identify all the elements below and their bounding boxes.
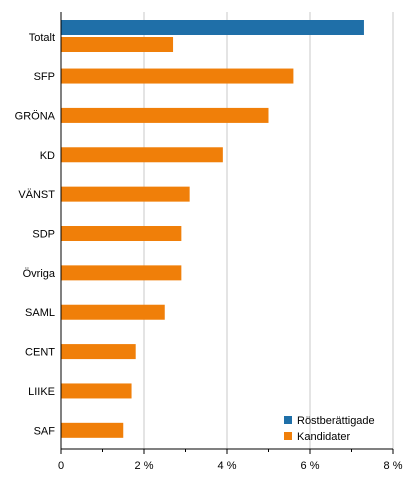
x-tick-label: 2 % [135,460,154,472]
bars [61,20,364,438]
category-label: SAML [25,307,55,319]
x-tick-label: 4 % [218,460,237,472]
legend-label: Kandidater [297,431,351,443]
category-label: LIIKE [28,386,55,398]
bar-kandidater-liike [61,383,132,399]
bar-röstberättigade-totalt [61,20,364,35]
bar-kandidater-sdp [61,226,182,241]
bar-kandidater-totalt [61,37,174,52]
category-label: SDP [32,229,55,241]
category-label: CENT [25,347,55,359]
x-axis: 0 2 % 4 % 6 % 8 % [58,12,403,472]
legend-label: Röstberättigade [297,415,375,427]
bar-kandidater-saml [61,304,165,320]
bar-kandidater-gröna [61,107,269,123]
legend-swatch [284,416,292,424]
category-label: VÄNST [18,189,55,201]
bar-kandidater-saf [61,422,124,438]
category-label: KD [40,150,55,162]
x-tick-label: 8 % [384,460,403,472]
bar-kandidater-övriga [61,265,182,281]
bar-kandidater-kd [61,147,223,163]
bar-kandidater-vänst [61,186,190,202]
category-label: Övriga [23,268,56,280]
bar-kandidater-cent [61,344,136,360]
category-label: SAF [34,425,56,437]
category-label: Totalt [29,32,55,44]
category-label: GRÖNA [15,110,56,122]
bar-kandidater-sfp [61,68,294,84]
legend: Röstberättigade Kandidater [284,415,375,443]
x-tick-label: 6 % [301,460,320,472]
category-labels: Totalt SFP GRÖNA KD VÄNST SDP Övriga SAML CENT LI… [15,32,56,437]
category-label: SFP [34,71,55,83]
legend-swatch [284,432,292,440]
x-tick-label: 0 [58,460,64,472]
